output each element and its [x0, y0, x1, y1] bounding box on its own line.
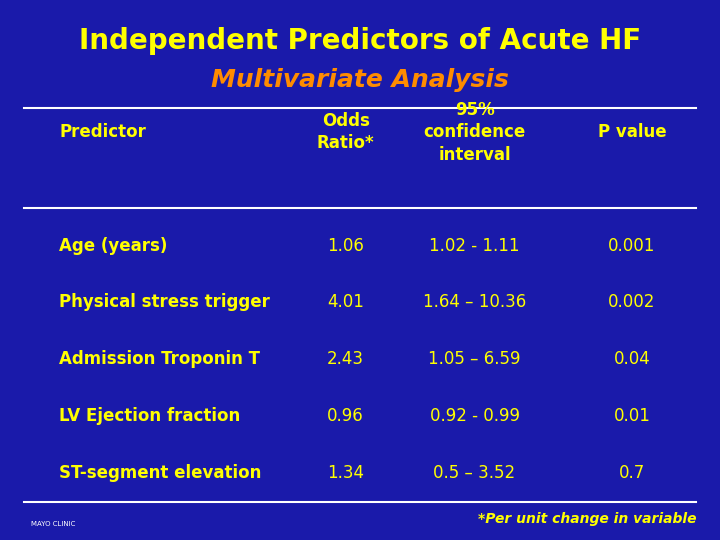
- Text: 0.001: 0.001: [608, 237, 656, 255]
- Text: Age (years): Age (years): [59, 237, 168, 255]
- Text: 1.05 – 6.59: 1.05 – 6.59: [428, 350, 521, 368]
- Text: *Per unit change in variable: *Per unit change in variable: [478, 512, 696, 526]
- Text: 0.96: 0.96: [328, 407, 364, 425]
- Text: 0.002: 0.002: [608, 293, 656, 312]
- Text: ST-segment elevation: ST-segment elevation: [59, 463, 261, 482]
- Text: LV Ejection fraction: LV Ejection fraction: [59, 407, 240, 425]
- Text: 0.92 - 0.99: 0.92 - 0.99: [430, 407, 520, 425]
- Text: 0.04: 0.04: [613, 350, 650, 368]
- Text: 1.34: 1.34: [327, 463, 364, 482]
- Text: Predictor: Predictor: [59, 123, 146, 141]
- Text: 2.43: 2.43: [327, 350, 364, 368]
- Text: 0.01: 0.01: [613, 407, 650, 425]
- Text: 0.7: 0.7: [619, 463, 645, 482]
- Text: Multivariate Analysis: Multivariate Analysis: [211, 68, 509, 91]
- Text: Odds
Ratio*: Odds Ratio*: [317, 112, 374, 152]
- Text: Admission Troponin T: Admission Troponin T: [59, 350, 261, 368]
- Text: 1.06: 1.06: [328, 237, 364, 255]
- Text: Independent Predictors of Acute HF: Independent Predictors of Acute HF: [79, 27, 641, 55]
- Text: 1.02 - 1.11: 1.02 - 1.11: [429, 237, 520, 255]
- Text: P value: P value: [598, 123, 666, 141]
- Text: MAYO CLINIC: MAYO CLINIC: [31, 521, 75, 526]
- Text: 0.5 – 3.52: 0.5 – 3.52: [433, 463, 516, 482]
- Text: Physical stress trigger: Physical stress trigger: [59, 293, 270, 312]
- Text: 95%
confidence
interval: 95% confidence interval: [423, 101, 526, 164]
- Text: 4.01: 4.01: [328, 293, 364, 312]
- Text: 1.64 – 10.36: 1.64 – 10.36: [423, 293, 526, 312]
